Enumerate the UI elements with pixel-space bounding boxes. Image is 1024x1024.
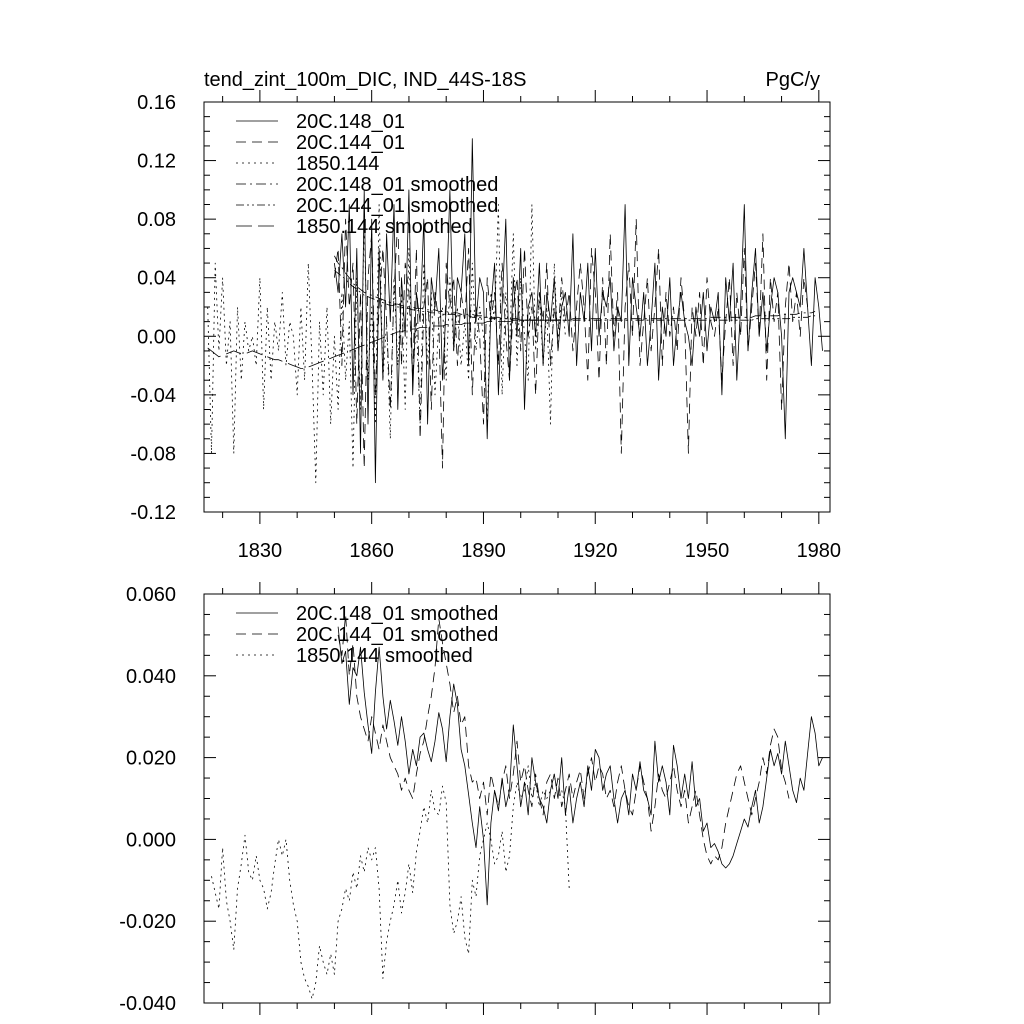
bottom-legend-label-20c-144-01-smoothed: 20C.144_01 smoothed [296,624,498,646]
bottom-ytick-label: 0.040 [126,666,176,688]
top-series-group [207,138,823,484]
top-xtick-label: 1950 [685,540,730,562]
top-legend-label-1850-144-smoothed: 1850.144 smoothed [296,216,473,238]
chart-panel-top: -0.12 -0.08 -0.04 0.00 0.04 0.08 0.12 0.16 1830 1… [130,69,841,562]
bottom-ytick-label: 0.060 [126,584,176,606]
bottom-legend-label-1850-144-smoothed: 1850.144 smoothed [296,645,473,667]
top-series-20c-144-01-smoothed [334,270,816,321]
top-series-20c-144-01 [334,218,808,469]
top-chart-title: tend_zint_100m_DIC, IND_44S-18S [204,69,526,91]
bottom-ytick-label: 0.000 [126,829,176,851]
top-series-20c-148-01 [334,138,823,484]
chart-panel-bottom: -0.040 -0.020 0.000 0.020 0.040 0.060 20C.148_… [119,582,831,1015]
top-chart-units: PgC/y [766,69,820,91]
top-xtick-label: 1830 [238,540,283,562]
bottom-series-group [211,614,823,1000]
top-xtick-label: 1860 [349,540,394,562]
top-ytick-label: 0.04 [137,268,176,290]
top-ytick-label: 0.08 [137,209,176,231]
top-legend-label-20c-148-01: 20C.148_01 [296,111,405,133]
top-xtick-label: 1920 [573,540,618,562]
bottom-ytick-label: 0.020 [126,748,176,770]
top-xtick-label: 1980 [797,540,842,562]
top-legend-label-1850-144: 1850.144 [296,153,379,175]
top-ytick-label: -0.08 [130,443,176,465]
top-series-1850-144-smoothed [207,319,566,369]
top-ytick-label: 0.16 [137,92,176,114]
top-legend-label-20c-144-01: 20C.144_01 [296,132,405,154]
top-legend-label-20c-144-01-smoothed: 20C.144_01 smoothed [296,195,498,217]
bottom-ytick-label: -0.040 [119,993,176,1015]
top-xtick-label: 1890 [461,540,506,562]
bottom-legend-label-20c-148-01-smoothed: 20C.148_01 smoothed [296,603,498,625]
top-ytick-label: -0.04 [130,385,176,407]
top-ytick-label: 0.00 [137,326,176,348]
top-ytick-label: -0.12 [130,502,176,524]
bottom-series-20c-148-01-smoothed [337,626,823,906]
bottom-ytick-label: -0.020 [119,911,176,933]
top-ytick-label: 0.12 [137,151,176,173]
top-legend-label-20c-148-01-smoothed: 20C.148_01 smoothed [296,174,498,196]
top-series-20c-148-01-smoothed [334,255,816,321]
